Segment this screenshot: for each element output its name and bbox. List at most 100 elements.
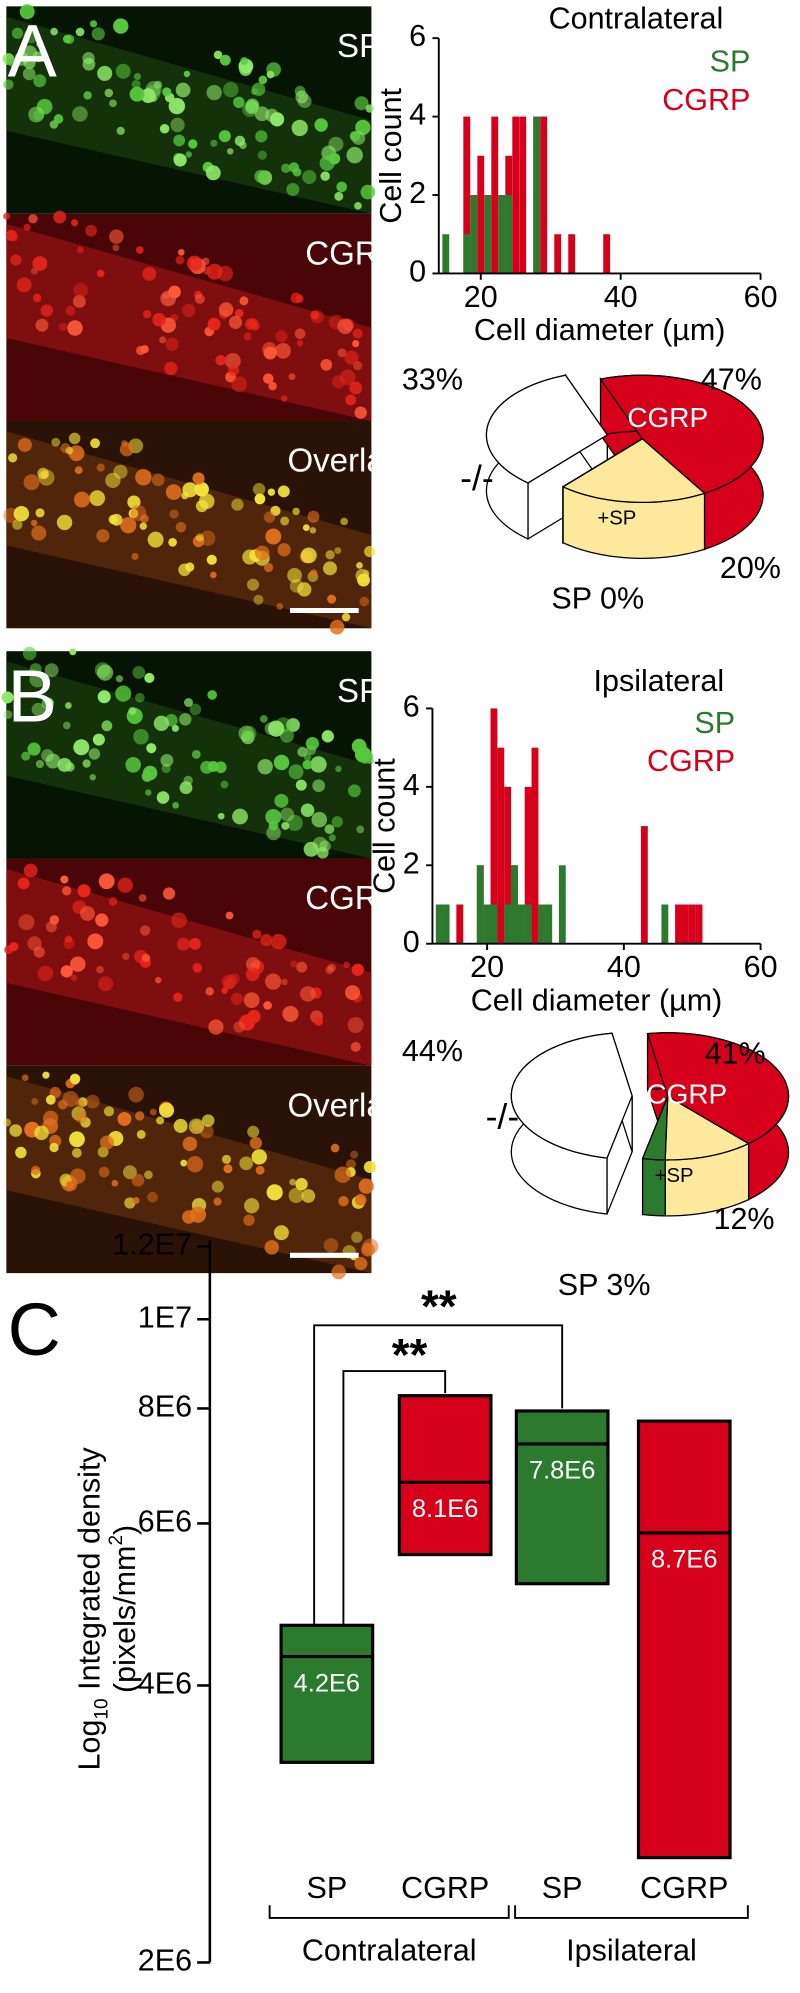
cell [131,552,139,561]
cell [356,825,365,834]
cell [183,70,191,78]
cell [343,961,350,969]
cell [75,1099,85,1109]
percent-label: 12% [713,1202,774,1236]
percent-label: SP 0% [551,581,644,615]
cell [210,571,217,579]
cell [155,976,162,984]
x-axis-label: Cell diameter (µm) [471,983,723,1017]
chart-title: Contralateral [549,1,724,35]
percent-label: 33% [402,363,463,397]
histogram-bar [533,116,541,274]
cell [295,1177,308,1191]
cell [224,353,241,369]
cell [331,1264,346,1280]
cell [321,730,334,743]
cell [243,1214,255,1226]
cell [146,743,157,754]
cell [92,733,105,746]
legend-entry: SP [694,706,735,740]
cell [189,703,202,716]
cell [354,202,362,210]
box-value-label: 4.2E6 [294,1669,360,1697]
cell [89,774,96,781]
cell [171,912,187,929]
cell [268,381,277,391]
cell [97,664,114,681]
cell [45,698,54,706]
cell [76,246,84,254]
cell [324,824,335,835]
cell [207,760,219,772]
cell [268,820,279,831]
y-axis-label-part: (pixels/mm [108,1546,142,1693]
cell [21,1074,29,1082]
cell [173,153,187,167]
histogram-bar [504,904,512,944]
cell [351,963,364,976]
cell [33,74,47,88]
cell [97,65,113,81]
image-label: CGRP [305,880,400,917]
cell [194,481,209,497]
cell [97,690,111,704]
histogram-bar [661,904,669,944]
cell [182,482,198,498]
cell [162,292,170,300]
pie-slice [561,438,706,504]
histogram-bar [524,904,532,944]
cell [35,318,49,332]
cell [115,685,132,702]
y-tick-label: 2 [403,846,420,880]
cell [125,757,141,773]
significance-label: ** [421,1281,457,1332]
cell [310,569,318,577]
cell [1,691,14,704]
cell [227,364,240,376]
cell [172,801,180,809]
percent-label: 47% [701,363,762,397]
cell [32,256,48,271]
cell [290,960,298,968]
cell [364,545,376,558]
cell [29,671,46,688]
cell [53,114,64,124]
cell [99,1135,115,1150]
chart-title: Ipsilateral [594,664,725,698]
cell [3,710,13,720]
cell [133,728,149,745]
pie-slice [485,374,609,484]
cell [72,106,88,122]
cell [135,1111,145,1121]
cell [23,223,31,231]
cell [153,715,170,731]
cell [57,1099,68,1110]
cell [105,472,121,489]
cell [223,1164,233,1174]
cell [241,730,255,745]
cell [259,715,268,723]
cell [247,578,260,591]
cell [34,1125,49,1141]
cell [142,309,152,319]
cell [89,20,98,28]
cell [223,81,239,98]
cell [262,373,274,384]
cell [354,406,367,419]
cell [350,1041,361,1052]
cell [267,488,276,496]
cell [205,987,214,996]
cell [28,214,38,224]
cell [213,50,223,60]
cell [91,27,105,41]
y-tick-label: 6 [403,689,420,723]
cell [153,80,163,89]
cell [280,516,290,526]
cell [337,348,347,358]
cell [77,884,91,898]
cell [98,976,114,992]
cell [116,126,125,135]
cell [205,165,221,181]
cell [151,473,165,487]
cell [96,463,105,472]
